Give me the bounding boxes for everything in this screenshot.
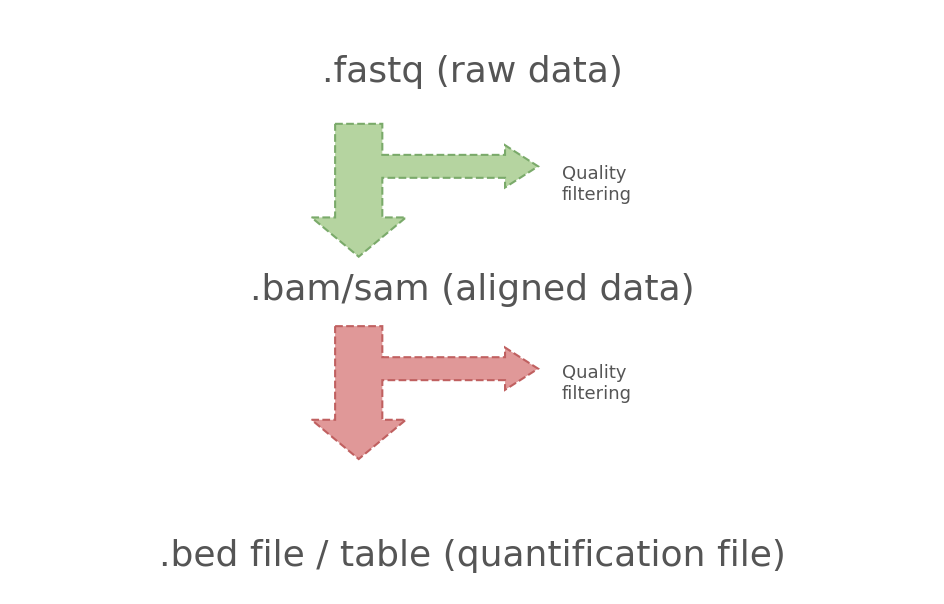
Text: Quality
filtering: Quality filtering: [562, 364, 632, 403]
Text: .bed file / table (quantification file): .bed file / table (quantification file): [159, 539, 785, 573]
Polygon shape: [312, 326, 538, 459]
Text: .fastq (raw data): .fastq (raw data): [322, 56, 622, 89]
Text: .bam/sam (aligned data): .bam/sam (aligned data): [249, 273, 695, 307]
Text: Quality
filtering: Quality filtering: [562, 165, 632, 204]
Polygon shape: [312, 124, 538, 257]
